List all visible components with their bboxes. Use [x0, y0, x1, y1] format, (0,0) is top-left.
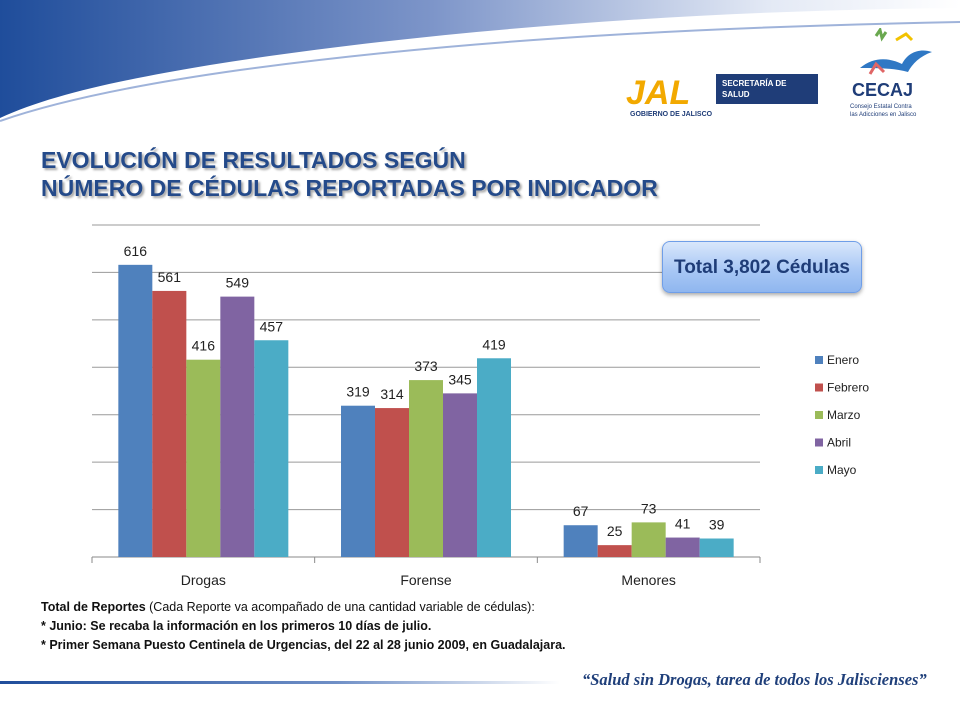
- cecaj-logo: CECAJ Consejo Estatal Contra las Adiccio…: [846, 26, 946, 128]
- legend-swatch-enero: [815, 356, 823, 364]
- svg-text:SECRETARÍA DE: SECRETARÍA DE: [722, 79, 787, 88]
- data-label: 549: [226, 275, 250, 291]
- legend-swatch-febrero: [815, 383, 823, 392]
- bar-enero-drogas: [118, 264, 153, 557]
- data-label: 561: [158, 269, 182, 285]
- bar-marzo-menores: [631, 522, 666, 557]
- data-label: 373: [414, 358, 438, 374]
- footer-quote: “Salud sin Drogas, tarea de todos los Ja…: [582, 670, 927, 689]
- notes: Total de Reportes (Cada Reporte va acomp…: [41, 598, 741, 655]
- data-label: 616: [124, 243, 148, 259]
- svg-text:Consejo Estatal Contra: Consejo Estatal Contra: [850, 104, 912, 110]
- svg-text:GOBIERNO DE JALISCO: GOBIERNO DE JALISCO: [630, 111, 713, 118]
- total-cedulas-badge: Total 3,802 Cédulas: [662, 241, 862, 293]
- bar-febrero-forense: [375, 408, 409, 557]
- x-tick-label: Forense: [400, 572, 452, 588]
- legend-swatch-abril: [815, 438, 823, 447]
- legend-label-febrero: Febrero: [827, 381, 869, 395]
- svg-text:las Adicciones en Jalisco: las Adicciones en Jalisco: [850, 112, 917, 118]
- data-label: 319: [346, 384, 370, 400]
- bar-enero-forense: [341, 405, 375, 557]
- data-label: 41: [675, 516, 691, 532]
- bar-abril-menores: [665, 537, 700, 557]
- data-label: 39: [709, 517, 725, 533]
- svg-text:JAL: JAL: [626, 74, 690, 112]
- x-tick-label: Menores: [621, 572, 675, 588]
- legend-label-mayo: Mayo: [827, 463, 857, 477]
- title-line-1: EVOLUCIÓN DE RESULTADOS SEGÚN: [41, 147, 466, 173]
- svg-text:CECAJ: CECAJ: [852, 80, 913, 100]
- note-heading: Total de Reportes: [41, 600, 146, 614]
- note-line-3: * Primer Semana Puesto Centinela de Urge…: [41, 638, 566, 652]
- data-label: 25: [607, 523, 623, 539]
- legend-swatch-mayo: [815, 466, 823, 474]
- note-line-1: Total de Reportes (Cada Reporte va acomp…: [41, 598, 741, 617]
- title-line-2: NÚMERO DE CÉDULAS REPORTADAS POR INDICAD…: [41, 175, 658, 201]
- bar-mayo-forense: [477, 358, 511, 557]
- bar-enero-menores: [563, 525, 598, 557]
- bar-chart: 616 561 416 549 457 Drogas 319 314 373 345 419 Fore…: [91, 224, 869, 588]
- data-label: 419: [482, 336, 506, 352]
- bar-abril-forense: [443, 393, 477, 557]
- legend-swatch-marzo: [815, 411, 823, 419]
- page-title: EVOLUCIÓN DE RESULTADOS SEGÚN NÚMERO DE …: [41, 146, 658, 202]
- bar-abril-drogas: [220, 296, 255, 557]
- legend-label-marzo: Marzo: [827, 408, 861, 422]
- data-label: 416: [192, 338, 216, 354]
- bar-febrero-drogas: [152, 290, 187, 557]
- bar-mayo-drogas: [254, 340, 289, 557]
- bar-mayo-menores: [699, 538, 734, 557]
- note-line-2: * Junio: Se recaba la información en los…: [41, 619, 432, 633]
- data-label: 457: [260, 318, 284, 334]
- x-tick-label: Drogas: [181, 572, 226, 588]
- jalisco-logo: JAL GOBIERNO DE JALISCO SECRETARÍA DE SA…: [624, 70, 820, 120]
- bar-marzo-drogas: [186, 359, 221, 557]
- svg-text:SALUD: SALUD: [722, 90, 750, 99]
- bar-marzo-forense: [409, 380, 443, 557]
- data-label: 314: [380, 386, 404, 402]
- data-label: 345: [448, 371, 472, 387]
- footer-divider: [0, 681, 560, 684]
- bar-febrero-menores: [597, 545, 632, 557]
- data-label: 73: [641, 500, 657, 516]
- header-swoosh: [0, 0, 960, 122]
- data-label: 67: [573, 503, 589, 519]
- legend-label-abril: Abril: [827, 436, 851, 450]
- legend-label-enero: Enero: [827, 353, 859, 367]
- note-heading-detail: (Cada Reporte va acompañado de una canti…: [145, 600, 535, 614]
